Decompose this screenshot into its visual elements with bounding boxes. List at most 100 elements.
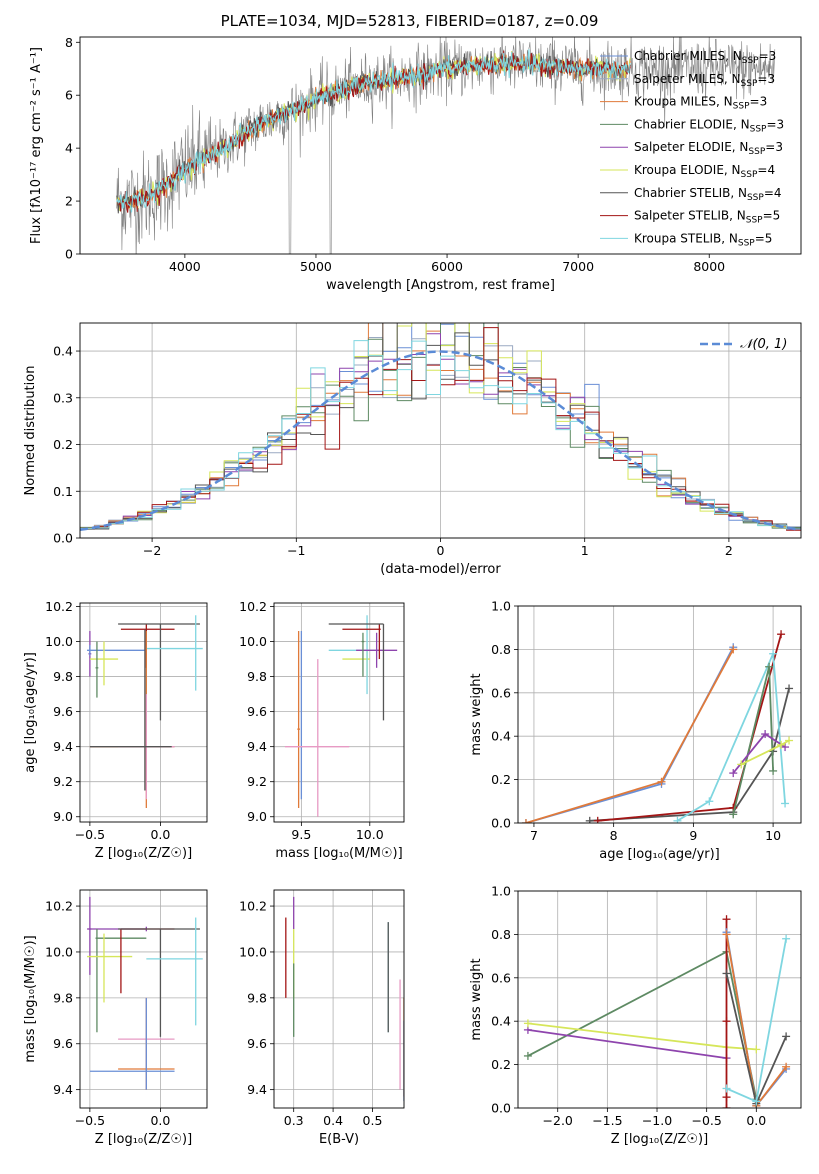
- mass_weight_vs_age-plot: [521, 630, 794, 823]
- y-tick-label: 0.2: [491, 772, 511, 787]
- legend-value: =3: [759, 49, 777, 63]
- x-tick-label: −0.5: [75, 827, 105, 842]
- y-tick-label: 9.6: [53, 704, 73, 719]
- legend-text: Kroupa MILES, N: [634, 95, 733, 109]
- legend-label: Chabrier MILES, NSSP=3: [634, 49, 776, 66]
- y-tick-label: 0.8: [491, 927, 511, 942]
- mass_weight_vs_Z-panel: −2.0 −1.5 −1.0 −0.5 0.0 0.0 0.2 0.4 0.6 0.8 1.0 Z […: [469, 884, 802, 1147]
- spectrum-plot: [116, 37, 776, 254]
- y-tick-label: 0.0: [491, 1101, 511, 1116]
- legend-subscript: SSP: [746, 216, 763, 226]
- legend-text: Chabrier ELODIE, N: [634, 117, 750, 131]
- series-line: [527, 950, 758, 1100]
- x-tick-label: −2: [143, 543, 161, 558]
- y-tick-label: 0.4: [53, 344, 73, 359]
- y-tick-label: 6: [65, 88, 73, 103]
- mass_weight_vs_Z-plot: [523, 915, 791, 1108]
- y-tick-label: 9.4: [247, 1082, 267, 1097]
- legend-text: Salpeter STELIB, N: [634, 209, 746, 223]
- legend-text: Salpeter MILES, N: [634, 72, 741, 86]
- y-tick-label: 0.4: [491, 1014, 511, 1029]
- legend-subscript: SSP: [741, 79, 758, 89]
- y-tick-label: 1.0: [491, 884, 511, 899]
- series-line: [525, 646, 734, 823]
- legend-subscript: SSP: [750, 124, 767, 134]
- x-tick-label: 10: [765, 828, 781, 843]
- x-tick-label: 7: [530, 828, 538, 843]
- x-tick-label: 2: [725, 543, 733, 558]
- x-tick-label: 7000: [562, 259, 594, 274]
- y-tick-label: 0.1: [53, 484, 73, 499]
- x-tick-label: 8000: [693, 259, 725, 274]
- legend-subscript: SSP: [748, 147, 765, 157]
- x-axis-label: wavelength [Angstrom, rest frame]: [326, 278, 555, 293]
- y-tick-label: 0.8: [491, 642, 511, 657]
- mass_vs_ebv-panel: 0.3 0.4 0.5 9.4 9.6 9.8 10.0 10.2 E(B-V): [239, 889, 405, 1147]
- y-tick-label: 9.2: [53, 774, 73, 789]
- x-axis-label: mass [log₁₀(M/M☉)]: [275, 846, 402, 861]
- age_vs_Z-plot: [87, 615, 203, 808]
- legend-label: Chabrier STELIB, NSSP=4: [634, 186, 782, 203]
- x-tick-label: 0.5: [363, 1113, 383, 1128]
- y-tick-label: 1.0: [491, 599, 511, 614]
- x-axis-label: (data-model)/error: [380, 562, 501, 577]
- legend-value: =5: [763, 209, 781, 223]
- residuals-plot: [80, 323, 801, 532]
- x-axis-label: Z [log₁₀(Z/Z☉)]: [611, 1132, 708, 1147]
- legend-value: =3: [765, 140, 783, 154]
- y-tick-label: 10.0: [239, 944, 267, 959]
- legend-subscript: SSP: [733, 102, 750, 112]
- legend-value: =3: [766, 117, 784, 131]
- figure-title: PLATE=1034, MJD=52813, FIBERID=0187, z=0…: [220, 12, 599, 30]
- legend-text: Kroupa STELIB, N: [634, 231, 738, 245]
- mass_vs_ebv-plot: [285, 896, 404, 1102]
- y-axis-label: Flux [fλ10⁻¹⁷ erg cm⁻² s⁻¹ A⁻¹]: [29, 47, 44, 244]
- y-axis-label: mass [log₁₀(M/M☉)]: [23, 935, 38, 1062]
- mass_weight_vs_age-panel: 7 8 9 10 0.0 0.2 0.4 0.6 0.8 1.0 age [log₁₀(age/yr…: [469, 599, 802, 862]
- y-tick-label: 9.6: [247, 704, 267, 719]
- x-tick-label: −1.0: [642, 1113, 672, 1128]
- legend-label: 𝒩(0, 1): [740, 337, 787, 352]
- legend-subscript: SSP: [738, 238, 755, 248]
- x-tick-label: 0.0: [150, 1113, 170, 1128]
- y-tick-label: 9.8: [53, 669, 73, 684]
- y-tick-label: 9.4: [53, 1082, 73, 1097]
- legend-value: =3: [750, 95, 768, 109]
- axes-frame: [79, 602, 208, 823]
- y-tick-label: 9.8: [53, 990, 73, 1005]
- x-axis-label: Z [log₁₀(Z/Z☉)]: [95, 1132, 192, 1147]
- x-tick-label: −0.5: [691, 1113, 721, 1128]
- mass_vs_Z-panel: −0.5 0.0 9.4 9.6 9.8 10.0 10.2 Z [log₁₀(Z/Z☉)] m…: [23, 889, 208, 1147]
- legend-subscript: SSP: [747, 193, 764, 203]
- series-line: [676, 653, 786, 822]
- y-tick-label: 0.6: [491, 970, 511, 985]
- x-tick-label: −1.5: [592, 1113, 622, 1128]
- legend-label: Kroupa MILES, NSSP=3: [634, 95, 767, 112]
- y-axis-label: mass weight: [469, 958, 484, 1040]
- axes-frame: [79, 36, 802, 255]
- legend-value: =4: [757, 163, 775, 177]
- x-tick-label: 1: [581, 543, 589, 558]
- legend-label: Salpeter ELODIE, NSSP=3: [634, 140, 783, 157]
- legend-text: Salpeter ELODIE, N: [634, 140, 748, 154]
- y-tick-label: 10.0: [45, 634, 73, 649]
- x-tick-label: 9: [689, 828, 697, 843]
- normal-curve: [80, 350, 799, 532]
- y-tick-label: 8: [65, 35, 73, 50]
- y-tick-label: 0.0: [491, 816, 511, 831]
- y-tick-label: 10.2: [239, 899, 267, 914]
- y-tick-label: 9.6: [53, 1036, 73, 1051]
- y-tick-label: 10.2: [45, 899, 73, 914]
- series-line: [527, 1029, 727, 1059]
- y-tick-label: 9.0: [53, 809, 73, 824]
- spectrum-panel: 4000 5000 6000 7000 8000 0 2 4 6 8 wavelength [Ang…: [29, 35, 802, 293]
- x-tick-label: 5000: [300, 259, 332, 274]
- y-tick-label: 10.0: [239, 634, 267, 649]
- y-tick-label: 0.6: [491, 685, 511, 700]
- legend-text: Chabrier MILES, N: [634, 49, 742, 63]
- age_vs_mass-plot: [284, 615, 398, 817]
- axes-frame: [273, 602, 405, 823]
- x-axis-label: E(B-V): [319, 1132, 359, 1147]
- spectrum-data-line: [116, 37, 776, 254]
